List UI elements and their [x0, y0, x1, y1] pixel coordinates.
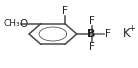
Text: F: F [105, 29, 111, 39]
Text: +: + [129, 24, 136, 33]
Text: CH₃: CH₃ [4, 19, 20, 28]
Text: F: F [89, 16, 94, 26]
Text: F: F [89, 42, 94, 52]
Text: B: B [87, 29, 96, 39]
Text: O: O [19, 19, 28, 29]
Text: F: F [62, 6, 68, 16]
Text: K: K [123, 27, 131, 41]
